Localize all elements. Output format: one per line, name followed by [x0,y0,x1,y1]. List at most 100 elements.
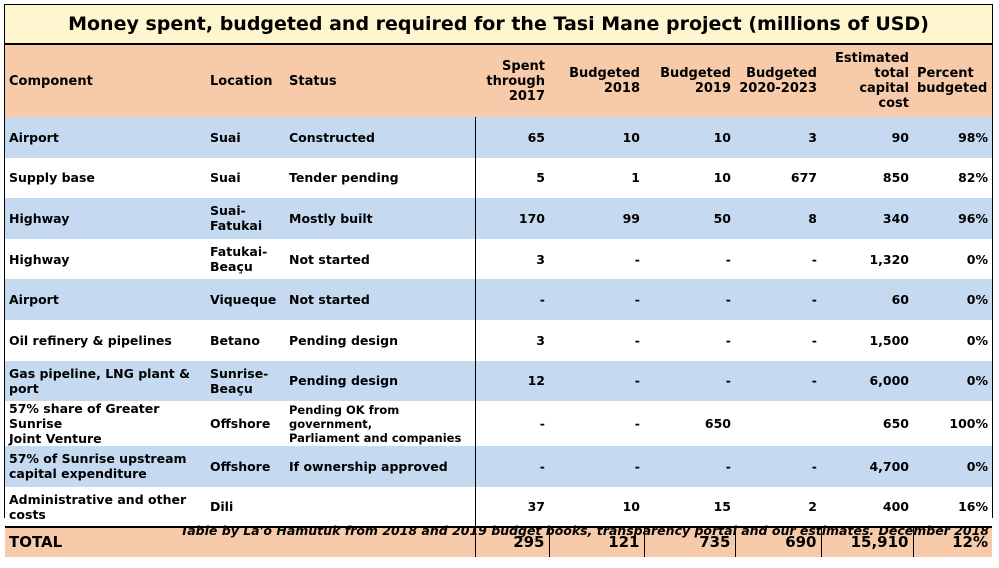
cell-budgeted-2020-2023: - [735,319,821,361]
cell-percent-budgeted: 100% [913,401,992,447]
total-label: TOTAL [5,526,475,558]
cell-spent: - [474,446,549,487]
cell-status: Mostly built [285,198,475,239]
cell-estimated-total: 90 [821,117,913,158]
cell-location: Suai- Fatukai [206,198,285,239]
header-budgeted-2019: Budgeted 2019 [644,45,735,117]
cell-component: Highway [5,198,206,239]
total-row: TOTAL 295 121 735 690 15,910 12% [5,526,992,558]
cell-component: Supply base [5,157,206,199]
cell-status: Constructed [285,117,475,158]
cell-location: Sunrise- Beaçu [206,360,285,402]
cell-budgeted-2020-2023: 3 [735,117,821,158]
cell-status: Pending OK from government, Parliament an… [285,401,475,447]
cell-budgeted-2018: 99 [549,198,644,239]
cell-percent-budgeted: 98% [913,117,992,158]
table-title: Money spent, budgeted and required for t… [5,5,992,45]
table-body: Airport Suai Constructed 65 10 10 3 90 98% Supply… [5,117,992,558]
total-estimated: 15,910 [820,526,913,558]
cell-budgeted-2020-2023: - [735,360,821,402]
cell-budgeted-2019: 10 [644,157,735,199]
cell-component: Oil refinery & pipelines [5,319,206,361]
table-caption: Table by La'o Hamutuk from 2018 and 2019… [180,523,989,538]
table-row: Airport Suai Constructed 65 10 10 3 90 98% [5,117,992,158]
cell-percent-budgeted: 0% [913,279,992,320]
cell-budgeted-2019: 10 [644,117,735,158]
cell-location: Fatukai- Beaçu [206,238,285,280]
cell-budgeted-2020-2023: 2 [735,486,821,528]
cell-location: Offshore [206,401,285,447]
cell-budgeted-2020-2023: - [735,279,821,320]
cell-estimated-total: 6,000 [821,360,913,402]
cell-spent: 3 [474,238,549,280]
cell-budgeted-2018: - [549,238,644,280]
cell-status: Not started [285,279,475,320]
cell-spent: 170 [474,198,549,239]
cell-estimated-total: 60 [821,279,913,320]
cell-budgeted-2019: 650 [644,401,735,447]
cell-component: Highway [5,238,206,280]
cell-percent-budgeted: 0% [913,360,992,402]
cell-budgeted-2018: - [549,446,644,487]
cell-location: Offshore [206,446,285,487]
header-status: Status [285,45,475,117]
cell-estimated-total: 4,700 [821,446,913,487]
cell-budgeted-2020-2023: - [735,238,821,280]
table-row: Oil refinery & pipelines Betano Pending de… [5,319,992,361]
cell-budgeted-2018: - [549,401,644,447]
total-budgeted-2020-2023: 690 [734,526,821,558]
table-row: Supply base Suai Tender pending 5 1 10 677 850 8… [5,157,992,199]
cell-percent-budgeted: 0% [913,238,992,280]
cell-status [285,486,475,528]
total-budgeted-2018: 121 [548,526,644,558]
cell-spent: 12 [474,360,549,402]
table-row: Highway Suai- Fatukai Mostly built 170 99 50 8 3… [5,198,992,239]
cell-spent: - [474,401,549,447]
table-row: Highway Fatukai- Beaçu Not started 3- - -1,320… [5,238,992,280]
table-frame: Money spent, budgeted and required for t… [4,4,993,558]
cell-budgeted-2018: - [549,360,644,402]
cell-budgeted-2019: 50 [644,198,735,239]
table-row: Gas pipeline, LNG plant & port Sunrise- Bea… [5,360,992,402]
cell-location: Betano [206,319,285,361]
cell-status: Pending design [285,319,475,361]
cell-budgeted-2019: - [644,279,735,320]
header-row: Component Location Status Spent through 20… [5,45,992,117]
cell-budgeted-2020-2023: 8 [735,198,821,239]
cell-budgeted-2018: 10 [549,117,644,158]
cell-estimated-total: 1,320 [821,238,913,280]
table-row: Airport Viqueque Not started - - - -60 0% [5,279,992,320]
cell-percent-budgeted: 16% [913,486,992,528]
header-location: Location [206,45,285,117]
cell-budgeted-2020-2023: - [735,446,821,487]
header-budgeted-2020-2023: Budgeted 2020-2023 [735,45,821,117]
cell-component: Gas pipeline, LNG plant & port [5,360,206,402]
cell-budgeted-2018: - [549,279,644,320]
cell-status: Tender pending [285,157,475,199]
cell-estimated-total: 400 [821,486,913,528]
total-budgeted-2019: 735 [643,526,735,558]
total-percent: 12% [912,526,992,558]
cell-budgeted-2020-2023 [735,401,821,447]
cell-percent-budgeted: 82% [913,157,992,199]
cell-budgeted-2018: - [549,319,644,361]
header-spent: Spent through 2017 [475,45,549,117]
cell-spent: 65 [474,117,549,158]
cell-estimated-total: 850 [821,157,913,199]
cell-budgeted-2019: - [644,446,735,487]
total-spent: 295 [474,526,549,558]
header-estimated-total: Estimated total capital cost [821,45,913,117]
cell-component: 57% of Sunrise upstream capital expenditu… [5,446,206,487]
cell-estimated-total: 340 [821,198,913,239]
budget-table: Component Location Status Spent through 20… [5,45,992,558]
cell-status: Pending design [285,360,475,402]
cell-budgeted-2019: - [644,238,735,280]
table-row: Administrative and other costs Dili 37 10 15 2… [5,486,992,528]
table-row: 57% share of Greater Sunrise Joint Ventur… [5,401,992,447]
cell-spent: 3 [474,319,549,361]
cell-estimated-total: 650 [821,401,913,447]
table-row: 57% of Sunrise upstream capital expenditu… [5,446,992,487]
cell-spent: 37 [474,486,549,528]
cell-budgeted-2018: 10 [549,486,644,528]
header-component: Component [5,45,206,117]
